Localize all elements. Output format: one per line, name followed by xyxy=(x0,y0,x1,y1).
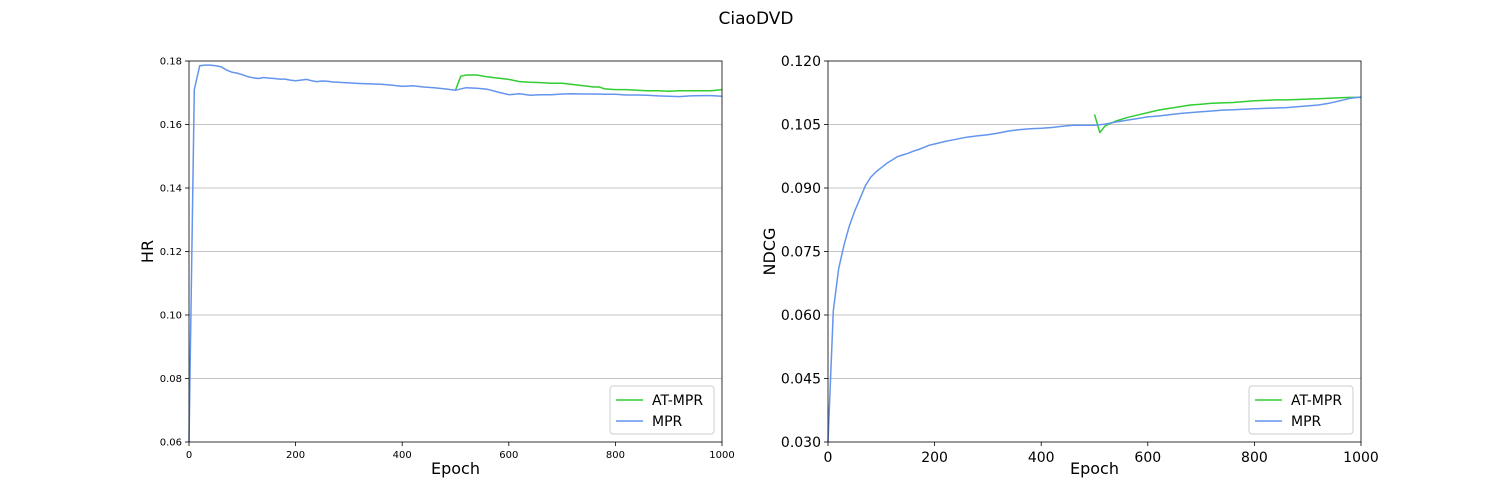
ndcg-y-tick-label: 0.090 xyxy=(781,181,821,197)
ndcg-chart-panel: 0 200 400 600 800 1000 0.030 0.045 0.060 0.075 0.0… xyxy=(760,54,1379,478)
hr-x-tick-label: 0 xyxy=(186,450,192,461)
ndcg-x-tick-label: 400 xyxy=(1028,450,1055,466)
ndcg-x-tick-label: 1000 xyxy=(1343,450,1379,466)
ndcg-y-tick-label: 0.120 xyxy=(781,54,821,70)
ndcg-legend-box xyxy=(1248,385,1354,435)
hr-y-tick-label: 0.12 xyxy=(160,247,182,258)
hr-y-tick-label: 0.08 xyxy=(160,374,182,385)
hr-x-tick-label: 200 xyxy=(286,450,305,461)
ndcg-legend: AT-MPR MPR xyxy=(1248,385,1354,435)
ndcg-y-tick-label: 0.075 xyxy=(781,245,821,261)
ndcg-y-tick-label: 0.045 xyxy=(781,372,821,388)
hr-x-tick-label: 400 xyxy=(393,450,412,461)
ndcg-series-mpr-line xyxy=(827,96,1362,443)
ndcg-legend-label: MPR xyxy=(1291,414,1322,430)
figure-suptitle: CiaoDVD xyxy=(719,9,794,29)
ndcg-legend-label: AT-MPR xyxy=(1291,393,1342,409)
hr-x-tick-label: 1000 xyxy=(709,450,734,461)
ndcg-x-axis-label: Epoch xyxy=(1070,459,1119,478)
hr-y-tick-label: 0.06 xyxy=(160,438,182,449)
hr-x-tick-label: 600 xyxy=(499,450,518,461)
ndcg-series-at-mpr-line xyxy=(1093,96,1361,134)
hr-y-tick-label: 0.10 xyxy=(160,311,182,322)
hr-legend-label: AT-MPR xyxy=(652,393,703,409)
hr-y-tick-label: 0.18 xyxy=(160,57,182,68)
hr-legend-box xyxy=(609,385,715,435)
hr-x-axis-label: Epoch xyxy=(431,459,480,478)
ndcg-y-tick-label: 0.060 xyxy=(781,308,821,324)
ndcg-y-axis-label: NDCG xyxy=(760,228,779,276)
ndcg-y-tick-label: 0.030 xyxy=(781,435,821,451)
hr-y-tick-label: 0.16 xyxy=(160,120,182,131)
hr-legend: AT-MPR MPR xyxy=(609,385,715,435)
ndcg-x-tick-label: 200 xyxy=(921,450,948,466)
hr-x-tick-label: 800 xyxy=(606,450,625,461)
hr-series-at-mpr-line xyxy=(454,74,723,92)
hr-series-mpr-line xyxy=(188,64,723,443)
ndcg-y-tick-label: 0.105 xyxy=(781,118,821,134)
hr-y-axis-label: HR xyxy=(138,240,157,263)
hr-chart-panel: 0 200 400 600 800 1000 0.06 0.08 0.10 0.12 0.14 0.1… xyxy=(138,57,735,478)
ndcg-x-tick-label: 0 xyxy=(824,450,833,466)
hr-y-tick-label: 0.14 xyxy=(160,184,182,195)
hr-legend-label: MPR xyxy=(652,414,683,430)
ndcg-x-tick-label: 800 xyxy=(1241,450,1268,466)
ndcg-x-tick-label: 600 xyxy=(1134,450,1161,466)
